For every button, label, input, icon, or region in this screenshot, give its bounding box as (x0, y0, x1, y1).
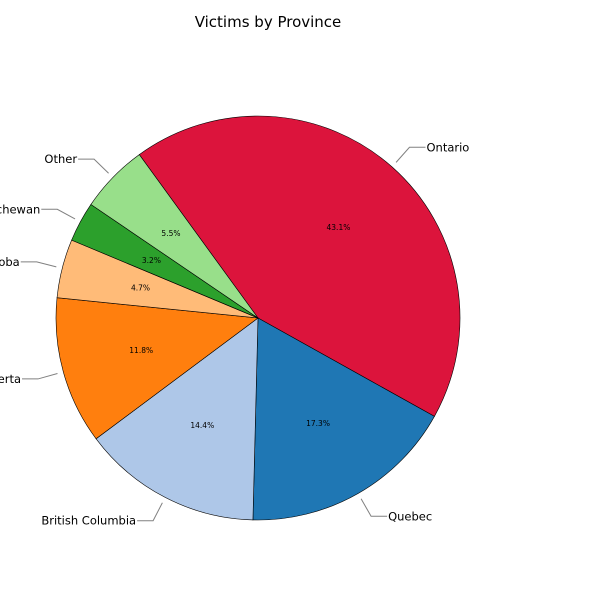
percent-label-british-columbia: 14.4% (190, 421, 214, 430)
pie-slice-british-columbia (95, 317, 259, 521)
leader-line-other (78, 158, 109, 174)
percent-label-alberta: 11.8% (129, 346, 153, 355)
pie-slice-ontario (138, 115, 461, 417)
pie-slice-quebec (252, 317, 435, 521)
percent-label-other: 5.5% (161, 229, 180, 238)
leader-line-manitoba (20, 261, 57, 268)
percent-label-manitoba: 4.7% (131, 284, 150, 293)
percent-label-saskatchewan: 3.2% (142, 256, 161, 265)
leader-line-british-columbia (137, 502, 163, 522)
slice-label-saskatchewan: Saskatchewan (0, 202, 40, 216)
slice-label-british-columbia: British Columbia (41, 514, 136, 528)
leader-line-quebec (360, 498, 388, 517)
leader-lines-layer (20, 146, 426, 522)
slice-label-manitoba: Manitoba (0, 255, 20, 269)
leader-line-ontario (395, 146, 426, 163)
slice-label-ontario: Ontario (426, 140, 469, 154)
percent-label-quebec: 17.3% (306, 419, 330, 428)
chart-title: Victims by Province (195, 13, 342, 31)
slice-labels-layer: Ontario Quebec British Columbia Alberta Mani… (0, 140, 469, 527)
slices-layer (55, 115, 461, 521)
leader-line-alberta (22, 373, 58, 380)
slice-label-quebec: Quebec (388, 509, 432, 523)
slice-label-alberta: Alberta (0, 372, 21, 386)
pie-slice-other (90, 154, 259, 319)
pie-slice-alberta (55, 297, 259, 440)
slice-label-other: Other (44, 152, 77, 166)
leader-line-saskatchewan (41, 208, 76, 220)
percent-label-ontario: 43.1% (327, 223, 351, 232)
percent-labels-layer: 43.1% 17.3% 14.4% 11.8% 4.7% 3.2% 5.5% (129, 223, 350, 430)
